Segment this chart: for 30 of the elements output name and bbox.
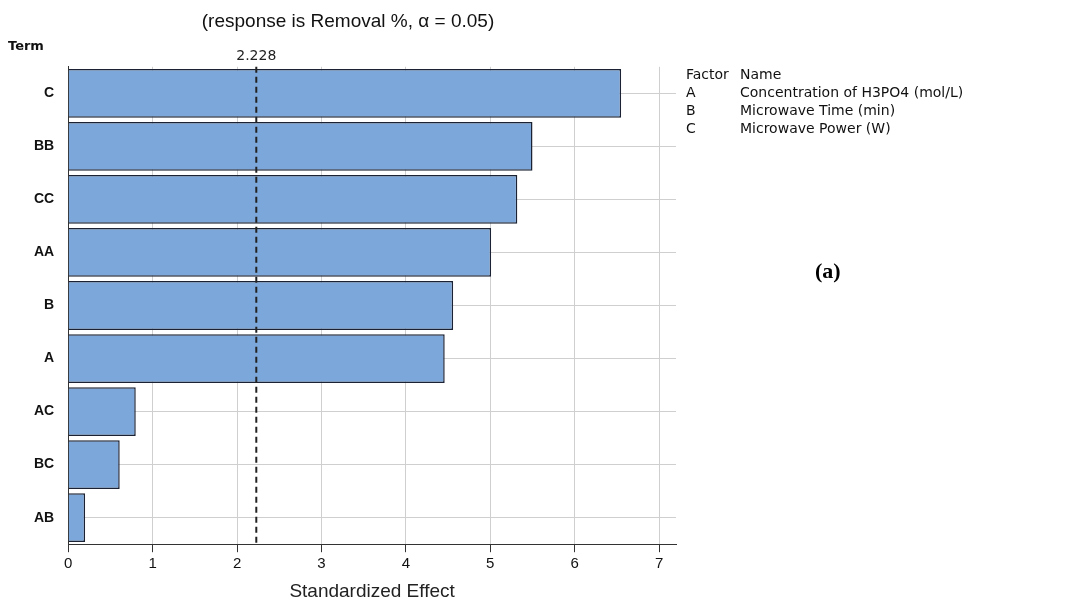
chart-title: (response is Removal %, α = 0.05) — [201, 9, 495, 31]
y-tick-label: AC — [33, 402, 55, 419]
x-tick-label: 7 — [654, 554, 664, 572]
y-tick-label: A — [44, 349, 55, 366]
y-tick-label: BC — [33, 455, 55, 472]
y-tick-label: AA — [33, 243, 55, 260]
text: Microwave Power (W) — [740, 120, 892, 136]
text: A — [686, 84, 697, 100]
text: Microwave Time (min) — [740, 102, 897, 118]
text: (a) — [815, 258, 841, 284]
text: B — [686, 102, 697, 118]
y-axis-title: Term — [8, 37, 44, 53]
x-tick-label: 2 — [232, 554, 242, 572]
y-tick-label: AB — [33, 508, 55, 525]
x-tick-label: 5 — [486, 554, 495, 572]
text: Name — [740, 66, 783, 82]
x-tick-label: 1 — [148, 554, 157, 572]
y-tick-label: B — [44, 296, 55, 313]
x-tick-label: 4 — [401, 554, 411, 572]
ref-line-label: 2.228 — [236, 47, 277, 64]
x-tick-label: 3 — [317, 554, 326, 572]
y-tick-label: C — [44, 84, 55, 101]
x-tick-label: 6 — [570, 554, 579, 572]
text: Concentration of H3PO4 (mol/L) — [740, 84, 964, 100]
text: Factor — [686, 66, 730, 82]
y-tick-label: BB — [33, 137, 55, 154]
y-tick-label: CC — [33, 190, 55, 207]
text: C — [686, 120, 697, 136]
x-axis-title: Standardized Effect — [289, 579, 456, 601]
x-tick-label: 0 — [64, 554, 73, 572]
